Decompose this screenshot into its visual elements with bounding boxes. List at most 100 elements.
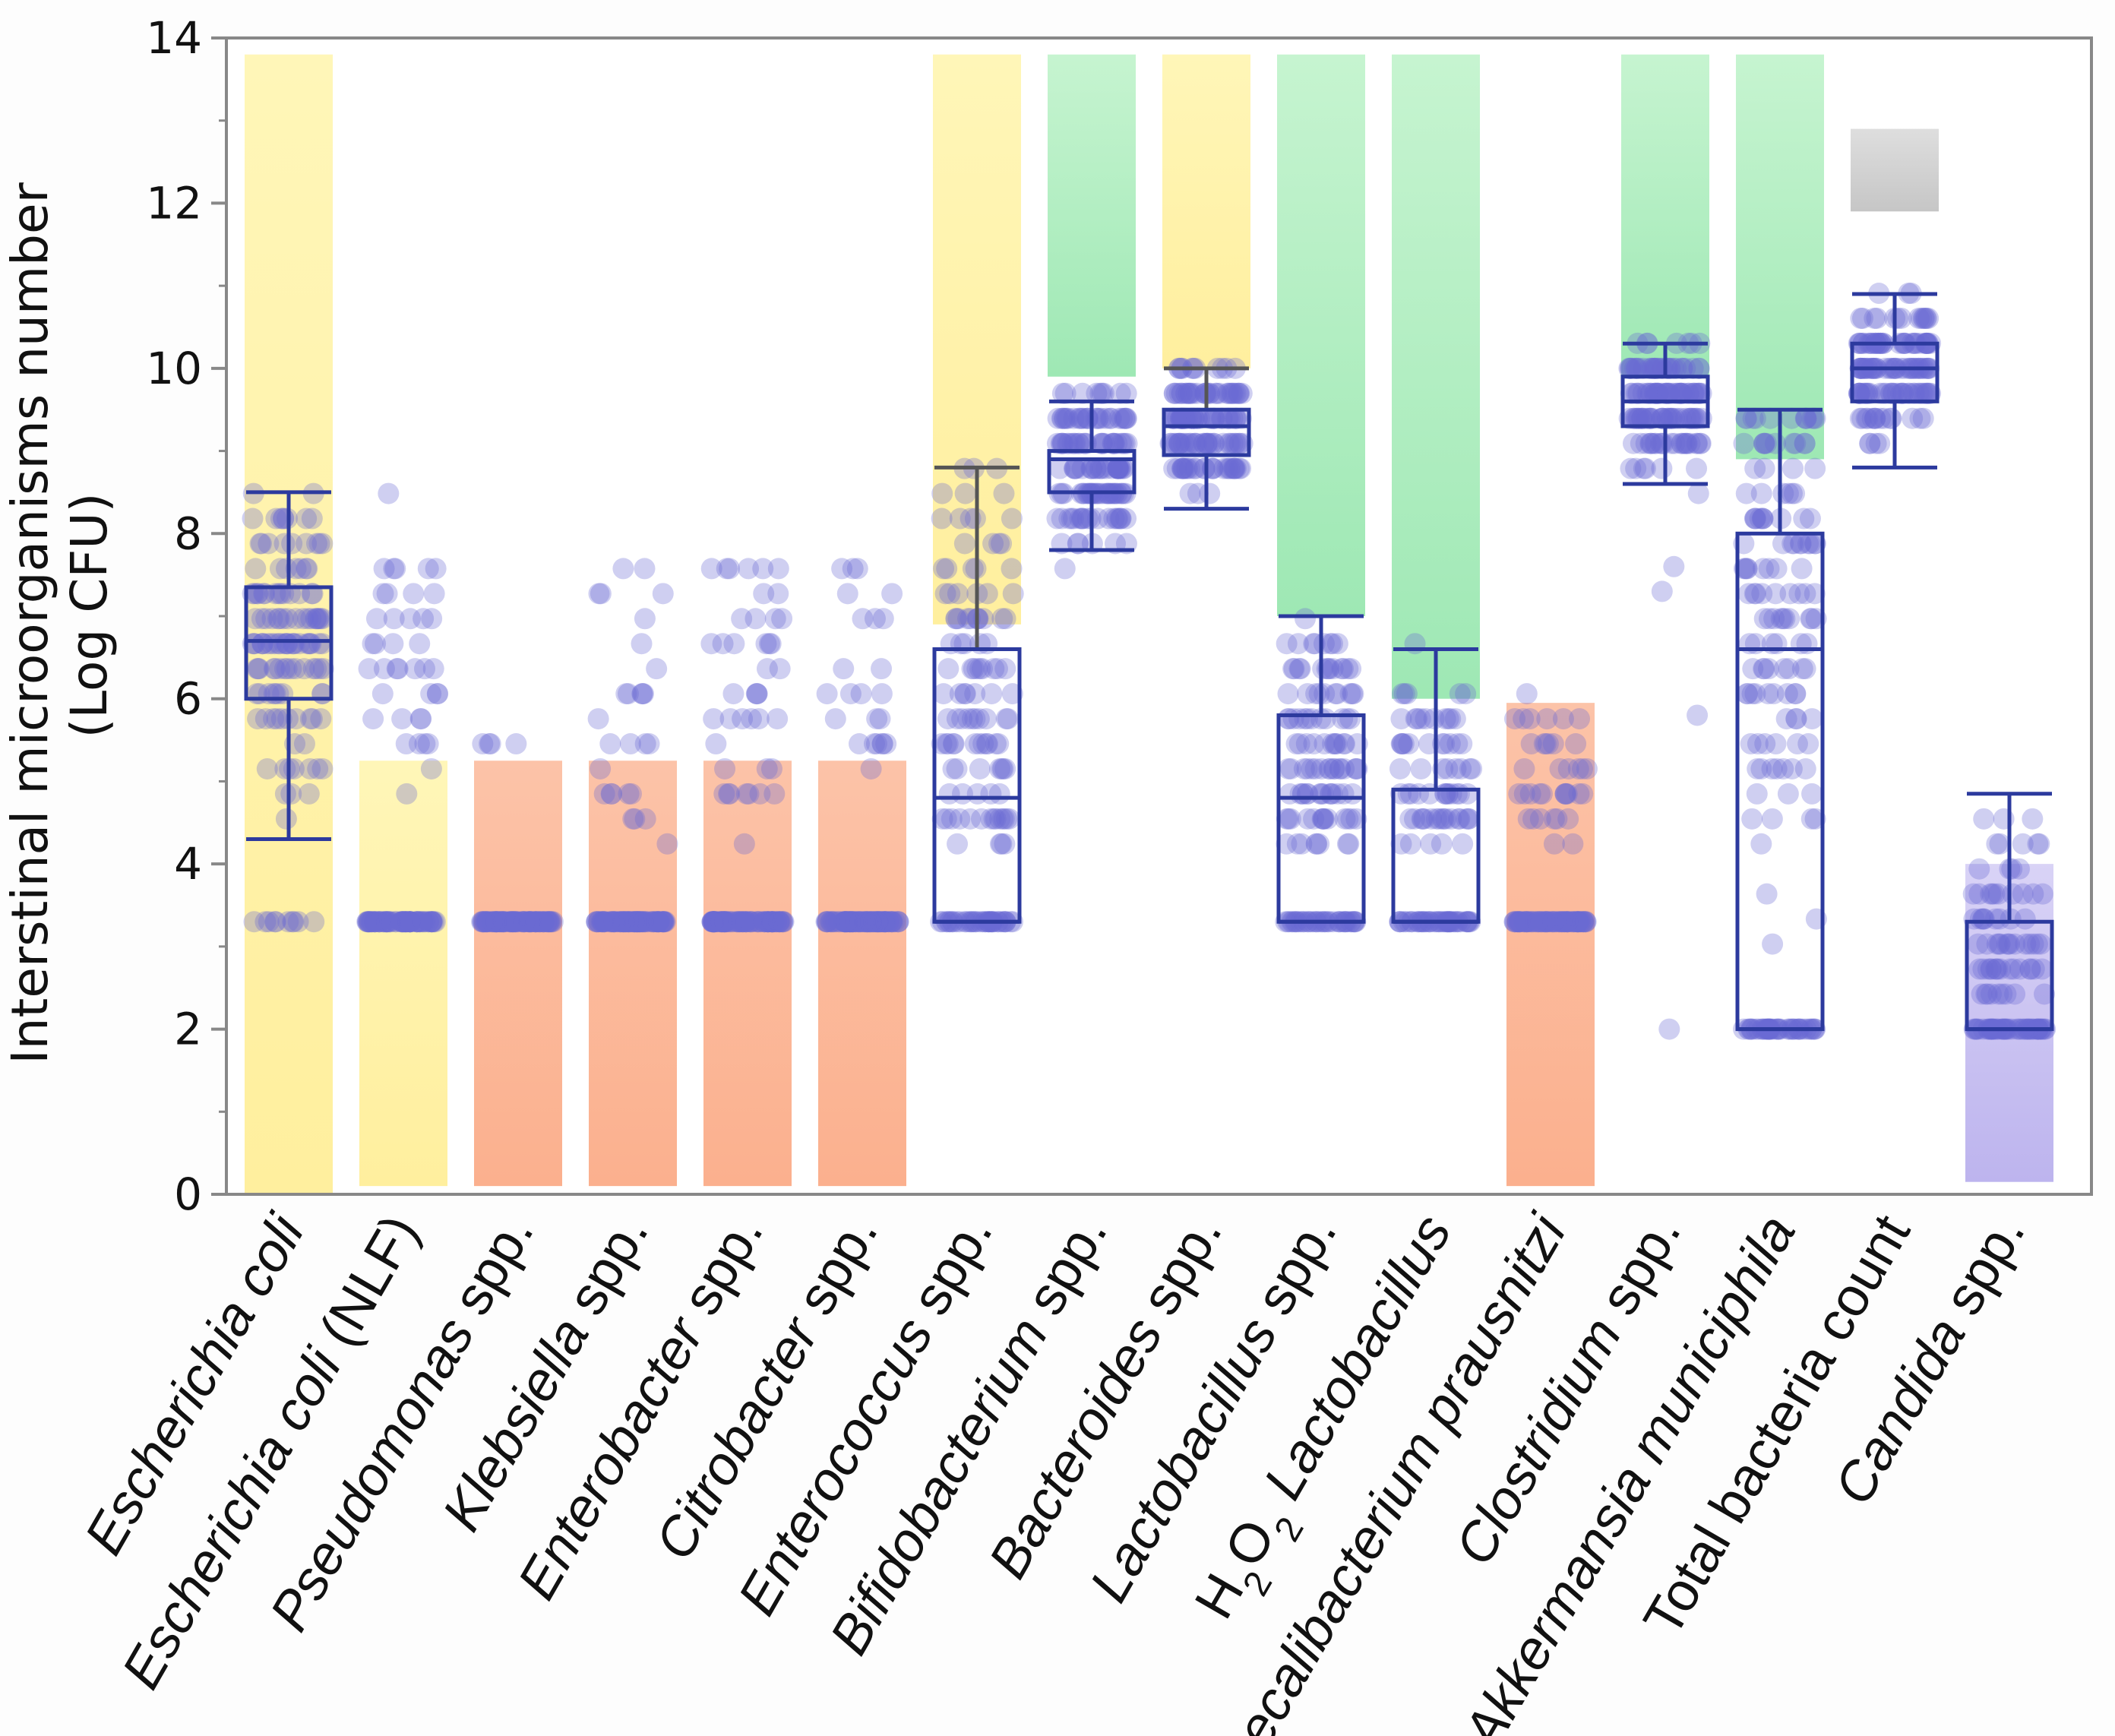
data-point (1633, 457, 1655, 479)
data-point (505, 911, 527, 933)
data-point (260, 633, 282, 655)
data-point (375, 911, 397, 933)
data-point (615, 911, 637, 933)
data-point (390, 911, 413, 933)
data-point (1163, 407, 1185, 429)
data-point (311, 608, 334, 630)
data-point (829, 911, 851, 933)
data-point (982, 533, 1004, 555)
data-point (1761, 633, 1783, 655)
data-point (854, 911, 876, 933)
data-point (1662, 357, 1684, 379)
data-point (524, 911, 546, 933)
data-point (311, 633, 334, 655)
data-point (1222, 457, 1244, 479)
data-point (951, 708, 973, 730)
data-point (540, 911, 562, 933)
data-point (1563, 911, 1585, 933)
data-point (422, 911, 444, 933)
data-point (842, 558, 864, 580)
data-point (423, 583, 445, 605)
data-point (1529, 808, 1551, 830)
data-point (628, 911, 650, 933)
data-point (1644, 382, 1666, 404)
data-point (1989, 933, 2011, 955)
data-point (280, 783, 302, 805)
data-point (2012, 833, 2034, 855)
data-point (980, 808, 1002, 830)
data-point (1001, 558, 1023, 580)
data-point (1856, 382, 1878, 404)
data-point (1620, 357, 1642, 379)
data-point (1550, 911, 1572, 933)
data-point (264, 658, 286, 680)
data-point (631, 633, 653, 655)
data-point (757, 911, 779, 933)
data-point (409, 708, 432, 730)
data-point (647, 911, 669, 933)
data-point (517, 911, 539, 933)
data-point (360, 911, 382, 933)
data-point (1554, 783, 1576, 805)
data-point (591, 911, 613, 933)
data-point (1176, 457, 1198, 479)
data-point (267, 608, 289, 630)
data-point (1081, 457, 1103, 479)
data-point (1996, 933, 2018, 955)
data-point (1752, 508, 1774, 530)
data-point (1410, 757, 1432, 779)
data-point (1744, 508, 1766, 530)
data-point (1537, 911, 1559, 933)
data-point (1683, 382, 1705, 404)
data-point (1904, 382, 1926, 404)
label-part: spp. (778, 1205, 890, 1338)
data-point (1548, 911, 1570, 933)
data-point (840, 911, 862, 933)
data-point (309, 608, 331, 630)
data-point (969, 633, 991, 655)
data-point (954, 683, 976, 705)
data-point (1794, 432, 1816, 454)
data-point (634, 733, 656, 755)
data-point (1573, 911, 1595, 933)
data-point (970, 808, 992, 830)
data-point (280, 658, 302, 680)
data-point (1306, 833, 1328, 855)
data-point (1865, 432, 1887, 454)
data-point (939, 583, 961, 605)
data-point (938, 783, 960, 805)
data-point (1621, 382, 1643, 404)
data-point (1571, 757, 1593, 779)
data-point (1326, 633, 1348, 655)
data-point (1100, 407, 1122, 429)
data-point (1543, 833, 1565, 855)
data-point (362, 708, 384, 730)
data-point (850, 911, 872, 933)
data-point (471, 911, 493, 933)
data-point (421, 608, 443, 630)
data-point (1409, 708, 1431, 730)
data-point (2001, 858, 2023, 880)
data-point (1114, 407, 1136, 429)
data-point (533, 911, 555, 933)
data-point (530, 911, 552, 933)
data-point (1174, 407, 1196, 429)
data-point (1747, 733, 1769, 755)
data-point (701, 911, 723, 933)
data-point (875, 733, 897, 755)
data-point (1449, 808, 1471, 830)
data-point (1099, 407, 1121, 429)
data-point (1450, 757, 1472, 779)
data-point (1001, 508, 1023, 530)
data-point (931, 482, 953, 504)
data-point (1674, 432, 1696, 454)
data-point (1200, 407, 1222, 429)
data-point (408, 733, 430, 755)
data-point (618, 783, 640, 805)
data-point (631, 911, 653, 933)
data-point (719, 558, 741, 580)
data-point (1870, 407, 1892, 429)
data-point (1797, 533, 1819, 555)
